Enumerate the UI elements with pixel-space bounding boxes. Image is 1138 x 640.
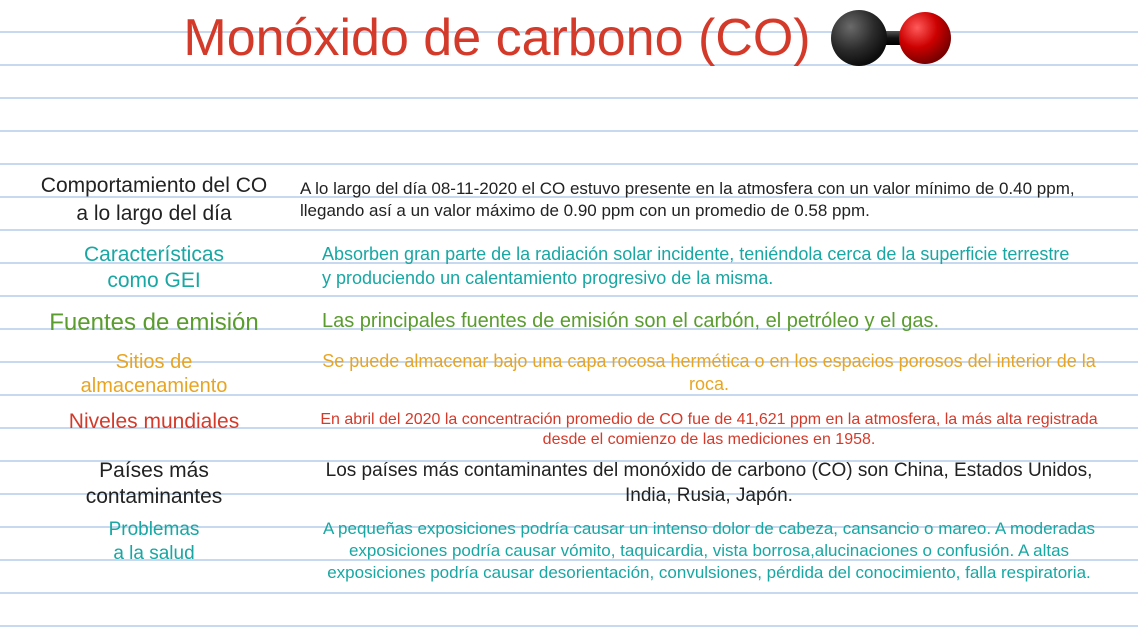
info-table: Comportamiento del COa lo largo del día … <box>20 172 1118 584</box>
body-problemas: A pequeñas exposiciones podría causar un… <box>300 518 1118 584</box>
label-paises: Países máscontaminantes <box>20 458 300 510</box>
label-problemas: Problemasa la salud <box>20 518 300 566</box>
row-problemas: Problemasa la salud A pequeñas exposicio… <box>20 518 1118 584</box>
label-comportamiento: Comportamiento del COa lo largo del día <box>20 172 300 228</box>
row-paises: Países máscontaminantes Los países más c… <box>20 458 1118 510</box>
body-comportamiento: A lo largo del día 08-11-2020 el CO estu… <box>300 172 1118 222</box>
row-sitios: Sitios dealmacenamiento Se puede almacen… <box>20 350 1118 398</box>
body-caracteristicas: Absorben gran parte de la radiación sola… <box>300 242 1118 290</box>
label-niveles: Niveles mundiales <box>20 408 300 436</box>
body-fuentes: Las principales fuentes de emisión son e… <box>300 308 1118 334</box>
row-comportamiento: Comportamiento del COa lo largo del día … <box>20 172 1118 228</box>
row-caracteristicas: Característicascomo GEI Absorben gran pa… <box>20 242 1118 294</box>
label-fuentes: Fuentes de emisión <box>20 308 300 338</box>
label-caracteristicas: Característicascomo GEI <box>20 242 300 294</box>
page-title: Monóxido de carbono (CO) <box>183 8 810 68</box>
row-niveles: Niveles mundiales En abril del 2020 la c… <box>20 408 1118 450</box>
slide-content: Monóxido de carbono (CO) <box>0 0 1138 640</box>
body-niveles: En abril del 2020 la concentración prome… <box>300 408 1118 450</box>
label-sitios: Sitios dealmacenamiento <box>20 350 300 398</box>
row-fuentes: Fuentes de emisión Las principales fuent… <box>20 308 1118 338</box>
title-row: Monóxido de carbono (CO) <box>0 6 1138 70</box>
body-sitios: Se puede almacenar bajo una capa rocosa … <box>300 350 1118 396</box>
co-molecule-icon <box>825 6 955 70</box>
body-paises: Los países más contaminantes del monóxid… <box>300 458 1118 508</box>
